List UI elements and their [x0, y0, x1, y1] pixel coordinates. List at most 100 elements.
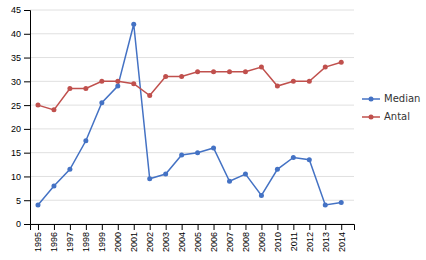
- series-point: [115, 79, 120, 84]
- y-tick-label: 15: [11, 148, 21, 158]
- x-tick-label: 2004: [177, 232, 187, 252]
- x-tick-mark: [70, 224, 71, 230]
- x-tick-label: 2005: [193, 232, 203, 252]
- legend: Median Antal: [362, 93, 420, 122]
- series-point: [195, 69, 200, 74]
- series-point: [131, 81, 136, 86]
- y-tick: 30: [11, 77, 30, 87]
- x-tick-label: 1995: [33, 232, 43, 252]
- x-tick-label: 2003: [161, 232, 171, 252]
- grid-line: [30, 105, 354, 106]
- x-tick: 2000: [113, 224, 123, 252]
- y-tick: 15: [11, 148, 30, 158]
- y-tick: 20: [11, 124, 30, 134]
- y-tick-label: 35: [11, 53, 21, 63]
- series-point: [227, 69, 232, 74]
- y-tick-mark: [24, 224, 30, 225]
- legend-item: Antal: [362, 111, 410, 122]
- series-point: [307, 79, 312, 84]
- x-tick-label: 1997: [65, 232, 75, 252]
- y-tick: 35: [11, 53, 30, 63]
- x-tick-mark: [166, 224, 167, 230]
- plot: 1995199619971998199920002001200220032004…: [11, 5, 355, 252]
- y-tick-label: 45: [11, 5, 21, 15]
- x-tick-mark: [102, 224, 103, 230]
- series-point: [51, 183, 56, 188]
- x-tick-mark: [118, 224, 119, 230]
- x-tick-mark: [54, 224, 55, 230]
- grid-line: [30, 176, 354, 177]
- x-tick: 2009: [257, 224, 267, 252]
- x-tick: 1996: [49, 224, 59, 252]
- series-point: [211, 69, 216, 74]
- x-tick-label: 2002: [145, 232, 155, 252]
- grid-line: [30, 128, 354, 129]
- x-tick-label: 2011: [289, 232, 299, 251]
- x-tick-label: 2013: [321, 232, 331, 252]
- y-tick-label: 40: [11, 29, 21, 39]
- x-tick: 2006: [209, 224, 219, 252]
- series-point: [243, 69, 248, 74]
- y-tick: 5: [16, 196, 30, 206]
- series-line: [38, 24, 341, 205]
- x-tick-mark: [38, 224, 39, 230]
- series-point: [323, 65, 328, 70]
- series-point: [211, 145, 216, 150]
- x-tick: 1999: [97, 224, 107, 252]
- series-point: [179, 74, 184, 79]
- series-point: [243, 172, 248, 177]
- y-tick-mark: [24, 34, 30, 35]
- grid-line: [30, 33, 354, 34]
- y-tick-label: 20: [11, 124, 21, 134]
- x-tick-mark: [261, 224, 262, 230]
- y-tick-label: 5: [16, 196, 21, 206]
- series-point: [195, 150, 200, 155]
- x-tick-label: 1998: [81, 232, 91, 252]
- series-point: [227, 179, 232, 184]
- series-point: [275, 167, 280, 172]
- y-tick-mark: [24, 81, 30, 82]
- series-point: [163, 74, 168, 79]
- x-tick-mark: [341, 224, 342, 230]
- x-tick: 2013: [321, 224, 331, 252]
- x-tick-label: 2000: [113, 232, 123, 252]
- series-point: [275, 84, 280, 89]
- y-tick: 10: [11, 172, 30, 182]
- series-line: [38, 62, 341, 110]
- series-point: [51, 107, 56, 112]
- x-tick-mark: [309, 224, 310, 230]
- chart: 1995199619971998199920002001200220032004…: [0, 0, 426, 260]
- series-group: [35, 22, 343, 208]
- y-tick: 45: [11, 5, 30, 15]
- y-tick-label: 25: [11, 100, 21, 110]
- y-tick-label: 10: [11, 172, 21, 182]
- x-tick-mark: [134, 224, 135, 230]
- series-point: [291, 155, 296, 160]
- series-point: [259, 65, 264, 70]
- grid-line: [30, 10, 354, 11]
- x-tick-mark: [293, 224, 294, 230]
- series-point: [115, 84, 120, 89]
- legend-label: Median: [384, 93, 420, 104]
- x-tick: 2008: [241, 224, 251, 252]
- series-point: [339, 200, 344, 205]
- x-tick: 2012: [305, 224, 315, 252]
- series-point: [67, 167, 72, 172]
- x-tick: 2011: [289, 224, 299, 251]
- x-tick-label: 1999: [97, 232, 107, 252]
- x-tick-mark: [277, 224, 278, 230]
- x-tick-label: 1996: [49, 232, 59, 252]
- series-point: [179, 153, 184, 158]
- x-tick-mark: [230, 224, 231, 230]
- x-tick-label: 2001: [129, 232, 139, 252]
- x-tick-label: 2007: [225, 232, 235, 252]
- x-tick-mark: [182, 224, 183, 230]
- series-point: [147, 93, 152, 98]
- x-tick: 2001: [129, 224, 139, 252]
- series-point: [147, 176, 152, 181]
- y-tick-mark: [24, 176, 30, 177]
- series-point: [99, 79, 104, 84]
- grid-line: [30, 57, 354, 58]
- y-tick-label: 0: [16, 219, 21, 229]
- x-tick-mark: [198, 224, 199, 230]
